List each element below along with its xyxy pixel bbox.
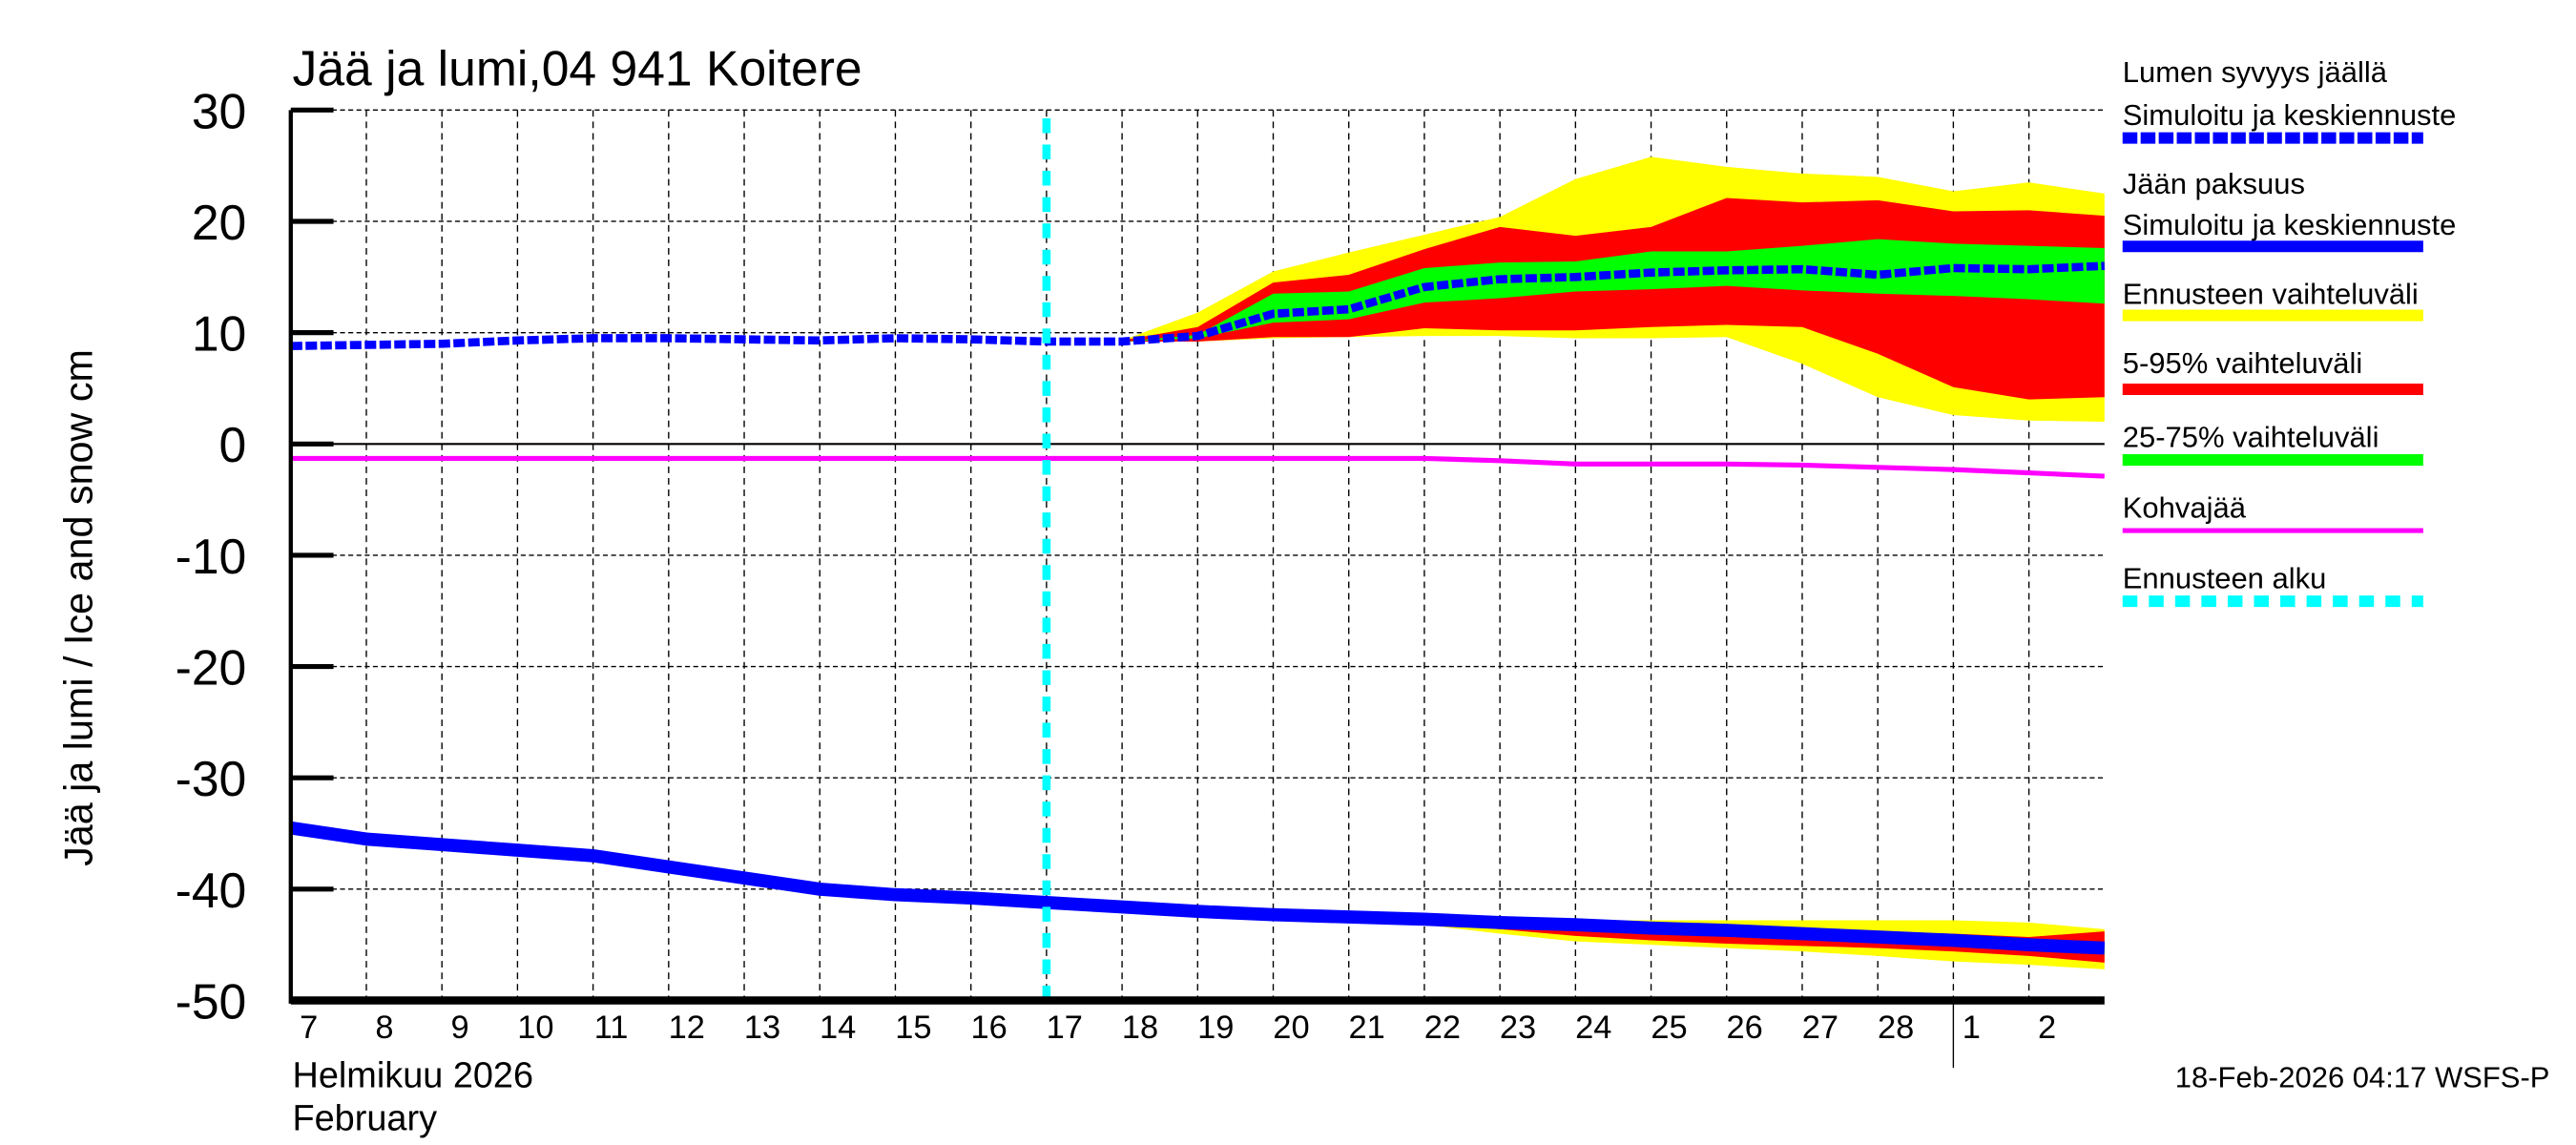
legend-label: Ennusteen alku — [2123, 561, 2327, 594]
legend-label: Simuloitu ja keskiennuste — [2123, 98, 2457, 132]
forecast-bands — [1122, 156, 2105, 969]
x-tick-label: 28 — [1878, 1010, 1914, 1046]
y-tick-label: 0 — [219, 417, 247, 472]
x-tick-label: 20 — [1273, 1010, 1309, 1046]
x-tick-label: 14 — [820, 1010, 856, 1046]
x-tick-label: 1 — [1963, 1010, 1981, 1046]
y-tick-label: -40 — [176, 863, 247, 918]
snow-depth-line — [290, 261, 2105, 350]
snow-25-75-band — [1122, 239, 2105, 342]
x-tick-label: 25 — [1651, 1010, 1687, 1046]
x-tick-label: 21 — [1349, 1010, 1385, 1046]
ice-thickness-line — [289, 821, 2106, 955]
slush-ice-line — [290, 455, 2105, 479]
legend-item: 25-75% vaihteluväli — [2122, 420, 2423, 467]
x-tick-label: 10 — [517, 1010, 553, 1046]
legend-label: Ennusteen vaihteluväli — [2123, 278, 2419, 311]
x-tick-label: 2 — [2038, 1010, 2056, 1046]
x-tick-label: 19 — [1197, 1010, 1234, 1046]
x-tick-label: 17 — [1047, 1010, 1083, 1046]
y-tick-label: 10 — [192, 306, 246, 362]
y-axis-label: Jää ja lumi / Ice and snow cm — [56, 349, 100, 866]
x-tick-label: 11 — [594, 1010, 629, 1046]
x-tick-label: 22 — [1424, 1010, 1461, 1046]
x-tick-label: 24 — [1575, 1010, 1611, 1046]
x-tick-label: 13 — [744, 1010, 780, 1046]
legend-item: Kohvajää — [2122, 490, 2423, 533]
y-tick-label: 20 — [192, 195, 246, 250]
x-tick-label: 15 — [895, 1010, 931, 1046]
month-label-en: February — [293, 1099, 438, 1139]
footer-timestamp: 18-Feb-2026 04:17 WSFS-P — [2175, 1061, 2550, 1094]
legend: Lumen syvyys jäällä Simuloitu ja keskienn… — [2122, 55, 2457, 608]
grid — [290, 109, 2105, 1001]
legend-label: 5-95% vaihteluväli — [2123, 346, 2362, 380]
legend-label: Lumen syvyys jäällä — [2123, 55, 2388, 89]
legend-item: 5-95% vaihteluväli — [2122, 346, 2423, 396]
legend-item: Jään paksuus Simuloitu ja keskiennuste — [2122, 167, 2457, 253]
x-tick-label: 26 — [1727, 1010, 1763, 1046]
legend-item: Ennusteen vaihteluväli — [2122, 278, 2423, 322]
y-tick-label: -10 — [176, 529, 247, 584]
y-tick-label: 30 — [192, 83, 246, 138]
x-tick-label: 12 — [669, 1010, 705, 1046]
x-tick-label: 7 — [300, 1010, 318, 1046]
axes: 7 8 9 10 11 12 13 14 15 16 17 18 19 20 21 22 23 24 25 26 27 2… — [176, 83, 2105, 1069]
legend-item: Lumen syvyys jäällä Simuloitu ja keskienn… — [2122, 55, 2457, 144]
series-lines — [289, 117, 2106, 1001]
y-tick-label: -20 — [176, 640, 247, 696]
x-tick-label: 8 — [375, 1010, 393, 1046]
x-tick-label: 27 — [1802, 1010, 1839, 1046]
legend-label: Simuloitu ja keskiennuste — [2123, 208, 2457, 241]
legend-item: Ennusteen alku — [2122, 561, 2423, 608]
x-tick-label: 16 — [970, 1010, 1007, 1046]
legend-label: Kohvajää — [2123, 490, 2247, 524]
month-label-fi: Helmikuu 2026 — [293, 1056, 534, 1096]
chart-title: Jää ja lumi,04 941 Koitere — [293, 41, 862, 96]
legend-label: Jään paksuus — [2123, 167, 2305, 200]
legend-label: 25-75% vaihteluväli — [2123, 420, 2379, 453]
x-tick-label: 18 — [1122, 1010, 1158, 1046]
y-tick-label: -50 — [176, 973, 247, 1029]
x-tick-label: 23 — [1500, 1010, 1536, 1046]
x-tick-label: 9 — [451, 1010, 469, 1046]
y-tick-label: -30 — [176, 751, 247, 806]
